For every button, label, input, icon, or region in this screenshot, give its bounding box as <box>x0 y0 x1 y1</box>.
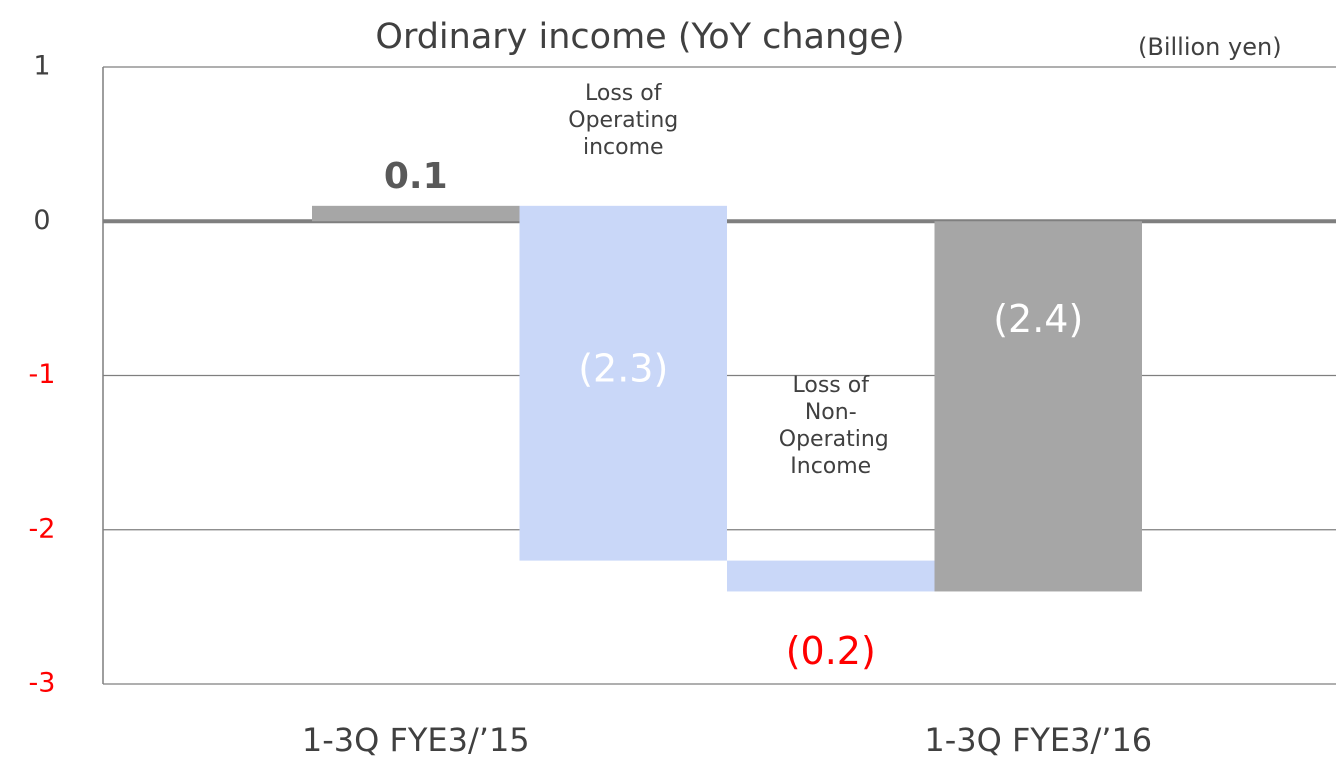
bar <box>934 221 1142 592</box>
bar <box>519 205 727 561</box>
y-tick-label: -3 <box>29 668 56 699</box>
x-tick-label: 1-3Q FYE3/’15 <box>302 721 530 759</box>
step-label: Loss of Operating income <box>568 81 679 160</box>
x-tick-label: 1-3Q FYE3/’16 <box>924 721 1152 759</box>
value-label: (2.4) <box>993 297 1083 341</box>
y-tick-label: -2 <box>29 513 56 544</box>
bar <box>312 205 520 222</box>
value-label: (2.3) <box>578 347 668 391</box>
chart-title: Ordinary income (YoY change) <box>375 17 904 57</box>
bar <box>727 560 935 592</box>
unit-label: (Billion yen) <box>1138 33 1282 61</box>
value-label: (0.2) <box>786 629 876 673</box>
y-tick-label: 0 <box>33 205 50 236</box>
step-label: Loss of Non-Operating Income <box>778 373 889 479</box>
y-tick-label: -1 <box>29 359 56 390</box>
value-label: 0.1 <box>384 156 448 197</box>
y-tick-label: 1 <box>33 51 50 82</box>
